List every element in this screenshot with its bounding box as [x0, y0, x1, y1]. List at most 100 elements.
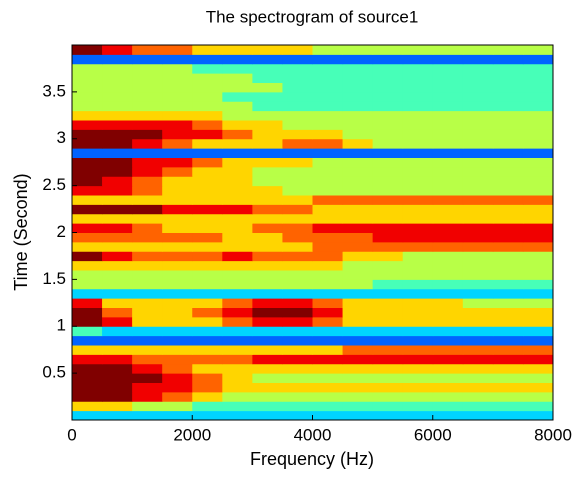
- cell: [522, 82, 554, 93]
- cell: [312, 157, 344, 168]
- cell: [312, 185, 344, 196]
- cell: [282, 354, 313, 365]
- cell: [492, 401, 524, 412]
- cell: [222, 54, 253, 65]
- cell: [222, 260, 253, 271]
- cell: [492, 316, 524, 327]
- cell: [402, 288, 434, 299]
- cell: [522, 63, 554, 74]
- cell: [402, 223, 434, 233]
- cell: [162, 54, 193, 65]
- cell: [522, 260, 554, 271]
- cell: [252, 73, 283, 83]
- cell: [402, 345, 434, 355]
- cell: [102, 204, 133, 215]
- cell: [342, 185, 374, 196]
- cell: [282, 45, 313, 55]
- cell: [342, 45, 374, 55]
- heatmap: [72, 45, 554, 421]
- cell: [102, 138, 133, 149]
- cell: [192, 185, 223, 196]
- cell: [132, 176, 163, 187]
- cell: [522, 91, 554, 102]
- cell: [462, 185, 494, 196]
- cell: [252, 63, 283, 74]
- cell: [432, 213, 464, 224]
- cell: [342, 260, 374, 271]
- cell: [252, 363, 283, 374]
- cell: [342, 298, 374, 308]
- cell: [72, 270, 103, 280]
- cell: [342, 391, 374, 402]
- cell: [132, 204, 163, 215]
- cell: [462, 326, 494, 337]
- cell: [282, 101, 313, 112]
- cell: [402, 54, 434, 65]
- cell: [252, 251, 283, 262]
- cell: [162, 232, 193, 243]
- cell: [312, 279, 344, 290]
- cell: [462, 354, 494, 365]
- cell: [462, 298, 494, 308]
- cell: [492, 345, 524, 355]
- cell: [342, 138, 374, 149]
- cell: [162, 110, 193, 121]
- cell: [192, 326, 223, 337]
- cell: [252, 110, 283, 121]
- cell: [402, 307, 434, 318]
- cell: [492, 166, 524, 177]
- cell: [102, 91, 133, 102]
- cell: [372, 373, 404, 383]
- cell: [432, 401, 464, 412]
- cell: [402, 251, 434, 262]
- cell: [192, 279, 223, 290]
- cell: [312, 391, 344, 402]
- cell: [222, 401, 253, 412]
- chart-title: The spectrogram of source1: [206, 7, 419, 26]
- cell: [132, 345, 163, 355]
- cell: [372, 45, 404, 55]
- cell: [222, 223, 253, 233]
- cell: [102, 401, 133, 412]
- cell: [312, 138, 344, 149]
- cell: [222, 373, 253, 383]
- cell: [102, 110, 133, 121]
- x-tick-label: 4000: [294, 425, 332, 444]
- cell: [372, 223, 404, 233]
- cell: [522, 373, 554, 383]
- cell: [282, 157, 313, 168]
- cell: [192, 101, 223, 112]
- cell: [72, 204, 103, 215]
- cell: [162, 204, 193, 215]
- cell: [222, 176, 253, 187]
- cell: [222, 45, 253, 55]
- cell: [102, 335, 133, 346]
- cell: [402, 176, 434, 187]
- cell: [492, 157, 524, 168]
- cell: [522, 101, 554, 112]
- cell: [312, 270, 344, 280]
- cell: [342, 307, 374, 318]
- cell: [402, 326, 434, 337]
- cell: [282, 335, 313, 346]
- cell: [222, 213, 253, 224]
- cell: [282, 307, 313, 318]
- cell: [102, 316, 133, 327]
- cell: [342, 241, 374, 252]
- cell: [402, 45, 434, 55]
- cell: [102, 382, 133, 393]
- cell: [522, 73, 554, 83]
- cell: [522, 223, 554, 233]
- cell: [402, 401, 434, 412]
- cell: [342, 232, 374, 243]
- cell: [492, 101, 524, 112]
- cell: [252, 307, 283, 318]
- cell: [102, 288, 133, 299]
- cell: [372, 288, 404, 299]
- cell: [162, 157, 193, 168]
- cell: [102, 410, 133, 421]
- cell: [312, 101, 344, 112]
- cell: [282, 251, 313, 262]
- cell: [372, 110, 404, 121]
- cell: [432, 54, 464, 65]
